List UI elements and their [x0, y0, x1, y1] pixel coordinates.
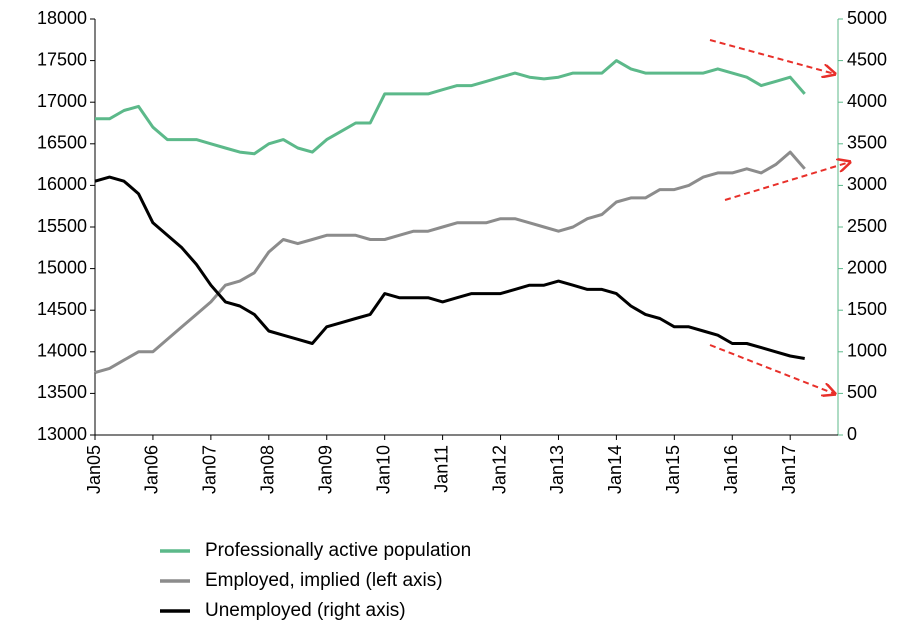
- y-tick-label: 18000: [37, 8, 87, 28]
- x-tick-label: Jan09: [315, 445, 335, 494]
- y2-tick-label: 2500: [847, 216, 887, 236]
- x-tick-label: Jan06: [142, 445, 162, 494]
- arrow: [709, 39, 835, 74]
- x-tick-label: Jan17: [779, 445, 799, 494]
- y-tick-label: 15000: [37, 257, 87, 277]
- y-tick-label: 13000: [37, 424, 87, 444]
- x-tick-label: Jan11: [431, 445, 451, 493]
- y2-tick-label: 5000: [847, 8, 887, 28]
- y-tick-label: 14500: [37, 299, 87, 319]
- arrow: [709, 344, 835, 394]
- x-tick-label: Jan12: [489, 445, 509, 494]
- series-line: [95, 59, 806, 156]
- y2-tick-label: 0: [847, 424, 857, 444]
- legend-label: Professionally active population: [205, 540, 471, 561]
- legend-label: Employed, implied (left axis): [205, 570, 443, 591]
- series-line: [94, 175, 805, 360]
- x-tick-label: Jan15: [663, 445, 683, 494]
- y2-tick-label: 2000: [847, 257, 887, 277]
- y2-tick-label: 4000: [847, 91, 887, 111]
- y2-tick-label: 1500: [847, 299, 887, 319]
- y2-tick-label: 3500: [847, 133, 887, 153]
- y-tick-label: 16000: [37, 174, 87, 194]
- x-tick-label: Jan14: [605, 445, 625, 494]
- x-tick-label: Jan05: [84, 445, 104, 494]
- x-tick-label: Jan07: [200, 445, 220, 494]
- series-line: [94, 150, 806, 375]
- y-tick-label: 14000: [37, 341, 87, 361]
- y-tick-label: 16500: [37, 133, 87, 153]
- y-tick-label: 15500: [37, 216, 87, 236]
- annotations: [709, 39, 850, 394]
- y2-tick-label: 4500: [847, 49, 887, 69]
- y2-tick-label: 3000: [847, 174, 887, 194]
- x-tick-label: Jan16: [721, 445, 741, 494]
- y-tick-label: 17500: [37, 49, 87, 69]
- y2-tick-label: 500: [847, 382, 877, 402]
- y-tick-label: 13500: [37, 382, 87, 402]
- legend-label: Unemployed (right axis): [205, 600, 406, 621]
- x-tick-label: Jan08: [258, 445, 278, 494]
- x-tick-label: Jan13: [547, 445, 567, 494]
- y-tick-label: 17000: [37, 91, 87, 111]
- y2-tick-label: 1000: [847, 341, 887, 361]
- x-tick-label: Jan10: [373, 445, 393, 494]
- arrow: [724, 162, 850, 201]
- plot: 1300013500140001450015000155001600016500…: [37, 8, 887, 621]
